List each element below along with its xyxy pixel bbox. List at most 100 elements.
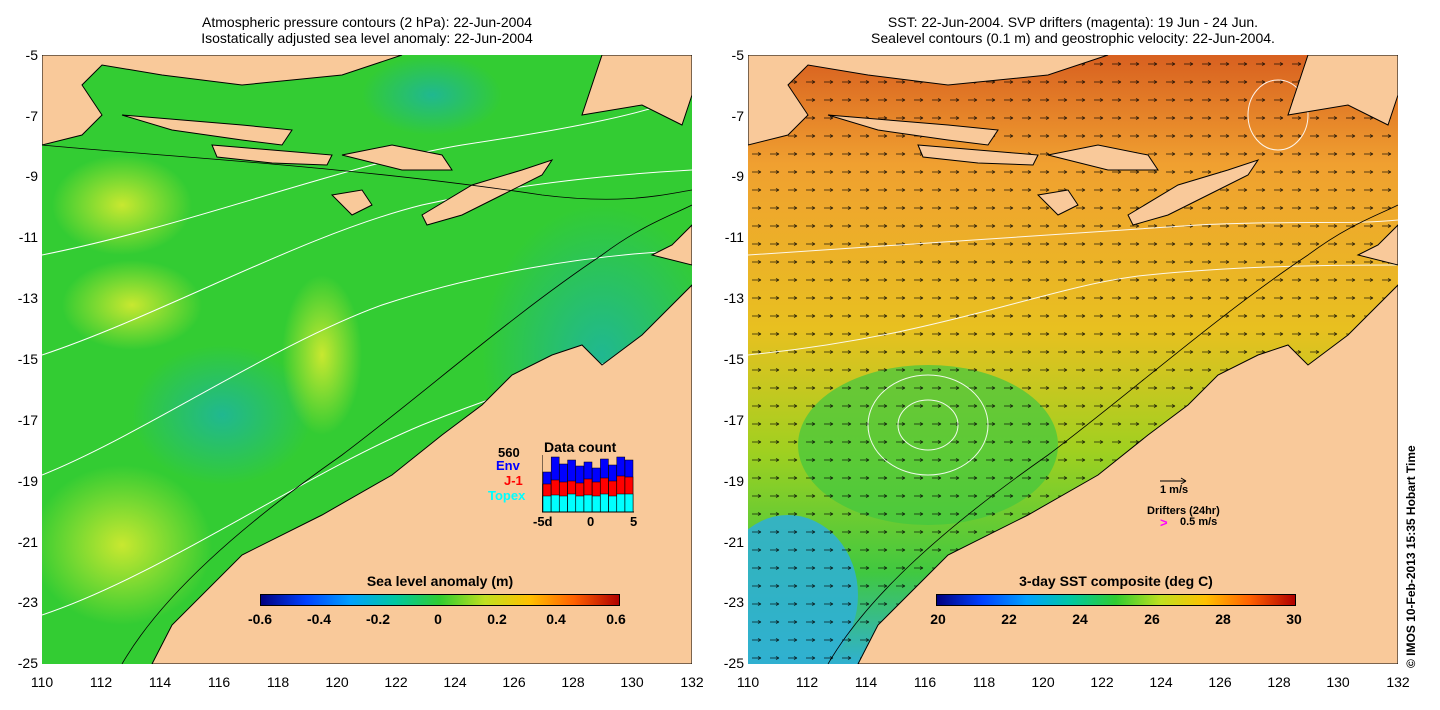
left-xtick: 130: [620, 674, 644, 690]
sst-bathy: [827, 204, 1398, 664]
drifter-scale-label: 0.5 m/s: [1180, 516, 1218, 528]
sla-low-north: [362, 55, 502, 135]
right-title-line2: Sealevel contours (0.1 m) and geostrophi…: [871, 30, 1275, 46]
series-j1-label: J-1: [504, 473, 523, 488]
left-ytick: -13: [17, 290, 38, 306]
sla-bathy-1: [42, 144, 692, 200]
data-count-max: 560: [498, 445, 520, 460]
sst-islands: [748, 55, 1398, 266]
right-ytick: -9: [731, 168, 744, 184]
credit-text: © IMOS 10-Feb-2013 15:35 Hobart Time: [1404, 445, 1418, 668]
sla-bathy-2: [121, 204, 692, 664]
sst-cbar-tick: 30: [1286, 611, 1302, 627]
sst-cbar-tick: 24: [1072, 611, 1088, 627]
sla-cbar-tick: -0.4: [306, 611, 332, 627]
left-ytick: -9: [25, 168, 38, 184]
data-count-bar: [608, 495, 617, 513]
right-ytick: -19: [723, 473, 744, 489]
sst-cbar-tick: 28: [1215, 611, 1231, 627]
right-xtick: 114: [854, 674, 878, 690]
data-count-title: Data count: [544, 439, 617, 455]
left-title-line2: Isostatically adjusted sea level anomaly…: [201, 30, 533, 46]
sst-cbar-tick: 22: [1001, 611, 1017, 627]
sla-high-3: [282, 275, 362, 435]
data-count-bar: [600, 493, 609, 513]
sla-cbar-tick: -0.2: [365, 611, 391, 627]
right-xtick: 110: [736, 674, 760, 690]
data-count-bar: [542, 495, 552, 513]
sst-map: [748, 55, 1398, 664]
left-ytick: -17: [17, 412, 38, 428]
data-count-bar: [550, 494, 560, 513]
data-count-bar: [567, 493, 576, 513]
sla-colorbar: [260, 594, 620, 606]
sla-high-1: [62, 260, 202, 350]
data-count-bar: [575, 495, 585, 513]
sealevel-contours: [748, 79, 1398, 476]
sla-high-4: [52, 155, 192, 255]
data-count-bar: [591, 495, 601, 513]
left-xtick: 128: [561, 674, 585, 690]
left-ytick: -15: [17, 351, 38, 367]
data-count-bars: [542, 455, 634, 513]
left-xtick: 124: [443, 674, 467, 690]
right-xtick: 116: [913, 674, 937, 690]
left-ytick: -11: [18, 229, 38, 245]
left-ytick: -19: [17, 473, 38, 489]
left-xtick: 118: [266, 674, 290, 690]
sla-map-svg: [42, 55, 692, 664]
left-ytick: -5: [25, 47, 38, 63]
drifters-label: Drifters (24hr): [1147, 505, 1220, 517]
right-xtick: 132: [1386, 674, 1410, 690]
data-count-bar: [624, 493, 634, 513]
right-ytick: -21: [723, 534, 744, 550]
left-title: Atmospheric pressure contours (2 hPa): 2…: [42, 14, 692, 46]
sla-land-australia: [151, 284, 692, 664]
right-ytick: -7: [731, 108, 744, 124]
right-ytick: -23: [723, 594, 744, 610]
velocity-scale-arrow: [1160, 477, 1187, 485]
left-ytick: -7: [25, 108, 38, 124]
left-ytick: -23: [17, 594, 38, 610]
sst-cbar-tick: 26: [1144, 611, 1160, 627]
right-ytick: -25: [723, 655, 744, 671]
left-xtick: 120: [325, 674, 349, 690]
left-xtick: 110: [30, 674, 54, 690]
left-xtick: 126: [502, 674, 526, 690]
data-count-xtick: 5: [630, 514, 638, 529]
right-ytick: -13: [723, 290, 744, 306]
left-title-line1: Atmospheric pressure contours (2 hPa): 2…: [202, 14, 532, 30]
sla-map: [42, 55, 692, 664]
sst-colorbar-label: 3-day SST composite (deg C): [1019, 573, 1213, 589]
velocity-scale-label: 1 m/s: [1160, 484, 1189, 496]
left-xtick: 112: [89, 674, 113, 690]
sla-colorbar-label: Sea level anomaly (m): [366, 573, 514, 589]
right-xtick: 124: [1149, 674, 1173, 690]
right-xtick: 112: [795, 674, 819, 690]
sla-islands: [42, 55, 692, 266]
right-xtick: 130: [1326, 674, 1350, 690]
right-xtick: 120: [1031, 674, 1055, 690]
right-ytick: -11: [724, 229, 744, 245]
sla-low-center: [132, 345, 312, 485]
right-title-line1: SST: 22-Jun-2004. SVP drifters (magenta)…: [887, 14, 1259, 30]
sla-cbar-tick: 0: [434, 611, 442, 627]
left-ytick: -25: [17, 655, 38, 671]
left-ytick: -21: [17, 534, 38, 550]
sla-cbar-tick: -0.6: [247, 611, 273, 627]
sla-cbar-tick: 0.6: [606, 611, 626, 627]
right-xtick: 118: [972, 674, 996, 690]
sla-cbar-tick: 0.2: [487, 611, 507, 627]
right-ytick: -5: [731, 47, 744, 63]
drifter-marker: >: [1160, 515, 1168, 530]
left-xtick: 114: [148, 674, 172, 690]
right-xtick: 122: [1090, 674, 1114, 690]
left-xtick: 132: [680, 674, 704, 690]
left-xtick: 116: [207, 674, 231, 690]
sst-colorbar: [936, 594, 1296, 606]
right-xtick: 128: [1267, 674, 1291, 690]
right-ytick: -17: [723, 412, 744, 428]
data-count-bar: [616, 493, 626, 513]
right-ytick: -15: [723, 351, 744, 367]
